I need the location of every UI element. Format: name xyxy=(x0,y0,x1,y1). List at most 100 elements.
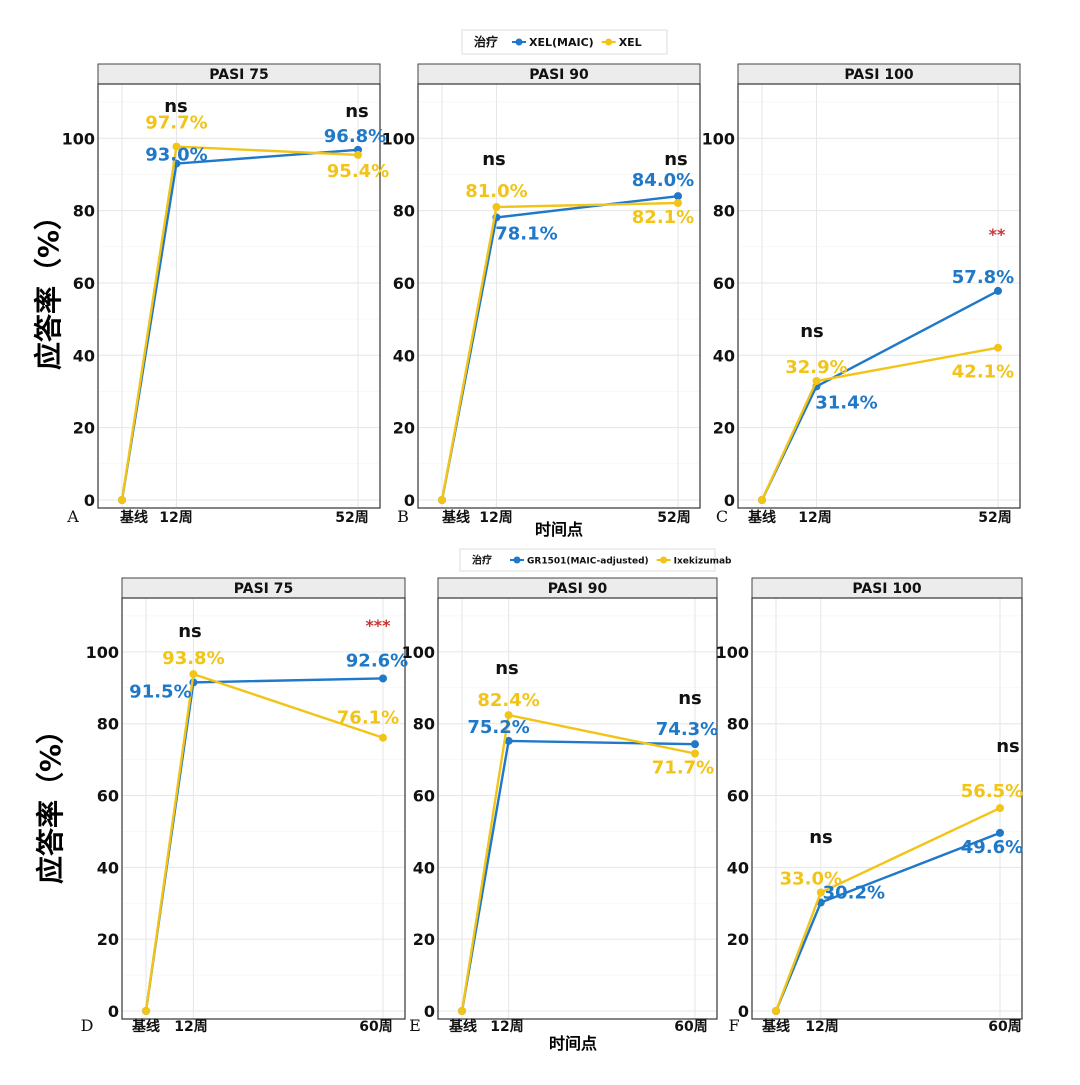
legend-label: XEL xyxy=(619,36,642,49)
significance-label: ns xyxy=(996,736,1020,757)
legend-title: 治疗 xyxy=(472,553,492,566)
data-point xyxy=(674,199,682,208)
data-label: 42.1% xyxy=(952,362,1014,383)
y-tick-label: 80 xyxy=(413,715,435,734)
x-tick-label: 基线 xyxy=(132,1018,160,1035)
panel-title: PASI 90 xyxy=(529,67,589,83)
y-tick-label: 20 xyxy=(727,930,749,949)
panel-title: PASI 75 xyxy=(209,67,268,83)
data-label: 93.8% xyxy=(162,648,224,669)
x-tick-label: 52周 xyxy=(657,510,690,526)
panel-border xyxy=(417,83,701,509)
panel-C: PASI 100 0 20 40 60 80 100 基线 12周 52周 C 31.4% 57.8% 3… xyxy=(702,63,1021,526)
x-tick-label: 12周 xyxy=(174,1019,207,1035)
series-line-yellow xyxy=(120,145,359,501)
panel-letter: B xyxy=(397,507,409,526)
data-label: 57.8% xyxy=(952,267,1014,288)
y-tick-label: 80 xyxy=(713,202,735,221)
data-label: 92.6% xyxy=(346,650,408,671)
legend-box xyxy=(461,29,668,55)
data-label: 31.4% xyxy=(815,392,877,413)
x-tick-label: 52周 xyxy=(335,510,368,526)
y-tick-label: 100 xyxy=(86,643,119,662)
panel-letter: A xyxy=(66,507,79,526)
x-tick-label: 12周 xyxy=(159,510,192,526)
data-point xyxy=(691,740,699,749)
data-label: 78.1% xyxy=(495,223,557,244)
data-point xyxy=(379,733,387,742)
y-tick-label: 40 xyxy=(727,858,749,877)
significance-label: ns xyxy=(178,621,202,642)
data-point xyxy=(996,828,1004,837)
x-tick-label: 基线 xyxy=(442,509,470,526)
y-axis-title: 应答率（%） xyxy=(34,716,67,884)
x-axis-title: 时间点 xyxy=(549,1034,597,1053)
x-tick-label: 基线 xyxy=(762,1018,790,1035)
data-point xyxy=(816,888,825,897)
data-point xyxy=(994,343,1002,352)
y-tick-label: 80 xyxy=(727,715,749,734)
data-label: 33.0% xyxy=(780,868,842,889)
panel-title: PASI 75 xyxy=(234,581,293,597)
data-label: 75.2% xyxy=(467,717,529,738)
data-label: 91.5% xyxy=(129,681,191,702)
data-point xyxy=(691,749,699,758)
legend-marker-blue xyxy=(515,38,523,46)
legend-box xyxy=(459,548,716,572)
panel-border xyxy=(737,83,1021,509)
data-point xyxy=(772,1007,780,1015)
legend-label: GR1501(MAIC-adjusted) xyxy=(527,556,649,566)
x-tick-label: 12周 xyxy=(490,1019,523,1035)
data-label: 82.1% xyxy=(632,207,694,228)
significance-label: ** xyxy=(989,225,1006,244)
data-label: 56.5% xyxy=(961,781,1023,802)
significance-label: ns xyxy=(678,688,702,709)
y-tick-label: 80 xyxy=(393,202,415,221)
panel-letter: C xyxy=(716,507,728,526)
data-point xyxy=(504,736,513,745)
panel-letter: D xyxy=(81,1016,94,1035)
data-label: 84.0% xyxy=(632,170,694,191)
y-tick-label: 0 xyxy=(724,491,735,510)
significance-label: ns xyxy=(482,149,506,170)
data-label: 30.2% xyxy=(823,883,885,904)
series-line-blue xyxy=(760,289,999,501)
data-point xyxy=(996,804,1004,813)
y-tick-label: 20 xyxy=(413,930,435,949)
x-tick-label: 基线 xyxy=(748,509,776,526)
panel-D: PASI 75 0 20 40 60 80 100 基线 12周 60周 D 91.5% 92.6% 93… xyxy=(81,577,408,1035)
legend-marker-yellow xyxy=(605,38,613,46)
legend-title: 治疗 xyxy=(474,34,498,49)
y-tick-label: 20 xyxy=(393,419,415,438)
data-label: 32.9% xyxy=(785,357,847,378)
series-line-blue xyxy=(440,194,679,501)
panel-title: PASI 100 xyxy=(844,67,913,83)
panel-border xyxy=(437,597,718,1020)
significance-label: ns xyxy=(809,827,833,848)
data-label: 82.4% xyxy=(477,690,539,711)
y-tick-label: 20 xyxy=(73,419,95,438)
legend-marker-yellow xyxy=(660,556,668,564)
data-label: 97.7% xyxy=(145,113,207,134)
legend-label: Ixekizumab xyxy=(674,556,732,566)
y-tick-label: 60 xyxy=(97,787,119,806)
data-label: 93.0% xyxy=(145,145,207,166)
panel-border xyxy=(751,597,1023,1020)
y-tick-label: 80 xyxy=(97,715,119,734)
significance-label: ns xyxy=(495,658,519,679)
data-point xyxy=(189,670,198,679)
data-point xyxy=(458,1007,466,1015)
y-tick-label: 100 xyxy=(382,129,415,148)
data-label: 95.4% xyxy=(327,161,389,182)
significance-label: ns xyxy=(164,96,188,117)
x-tick-label: 60周 xyxy=(988,1019,1021,1035)
series-line-blue xyxy=(120,148,359,501)
panel-B: PASI 90 0 20 40 60 80 100 基线 12周 52周 B 78.1% 84.0% 81… xyxy=(382,63,701,526)
data-point xyxy=(354,150,362,159)
y-tick-label: 40 xyxy=(73,346,95,365)
panel-F: PASI 100 0 20 40 60 80 100 基线 12周 60周 F 30.2% 49.6% 3… xyxy=(716,577,1023,1035)
y-tick-label: 60 xyxy=(393,274,415,293)
data-point xyxy=(379,674,387,683)
significance-label: ns xyxy=(664,149,688,170)
